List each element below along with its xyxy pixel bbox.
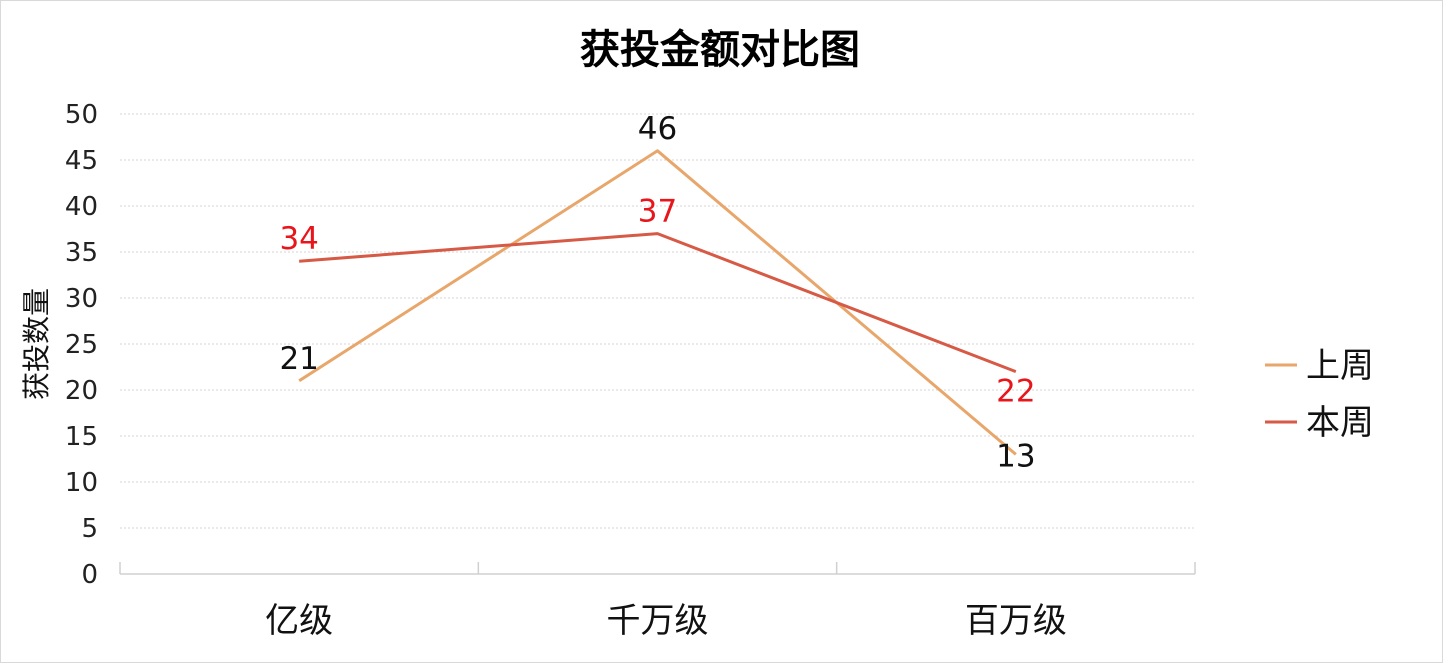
legend-label-1: 本周	[1306, 403, 1374, 443]
y-tick-0: 0	[81, 560, 98, 590]
y-tick-40: 40	[65, 192, 98, 222]
series-lines	[298, 149, 1017, 456]
y-tick-labels: 0 5 10 15 20 25 30 35 40 45 50	[65, 100, 98, 590]
x-tick-labels: 亿级 千万级 百万级	[265, 601, 1067, 641]
y-axis-label: 获投数量	[20, 288, 53, 400]
data-label-0-2: 13	[996, 438, 1035, 474]
y-tick-50: 50	[65, 100, 98, 130]
x-tick-0: 亿级	[265, 601, 333, 641]
chart-title: 获投金额对比图	[580, 27, 860, 73]
x-axis	[119, 562, 1196, 575]
data-labels: 21 46 13 34 37 22	[279, 111, 1035, 475]
y-tick-35: 35	[65, 238, 98, 268]
y-tick-25: 25	[65, 330, 98, 360]
legend-label-0: 上周	[1306, 346, 1374, 386]
data-label-0-0: 21	[279, 341, 318, 377]
x-tick-1: 千万级	[607, 601, 709, 641]
y-tick-10: 10	[65, 468, 98, 498]
data-label-1-2: 22	[996, 374, 1035, 410]
y-tick-20: 20	[65, 376, 98, 406]
data-label-1-0: 34	[279, 221, 318, 257]
y-tick-5: 5	[81, 514, 98, 544]
data-label-0-1: 46	[638, 111, 677, 147]
series-line-1	[299, 232, 1017, 373]
y-tick-15: 15	[65, 422, 98, 452]
series-line-0	[298, 149, 1017, 456]
data-label-1-1: 37	[638, 194, 677, 230]
y-tick-30: 30	[65, 284, 98, 314]
x-tick-2: 百万级	[965, 601, 1067, 641]
gridlines	[120, 113, 1195, 529]
y-tick-45: 45	[65, 146, 98, 176]
